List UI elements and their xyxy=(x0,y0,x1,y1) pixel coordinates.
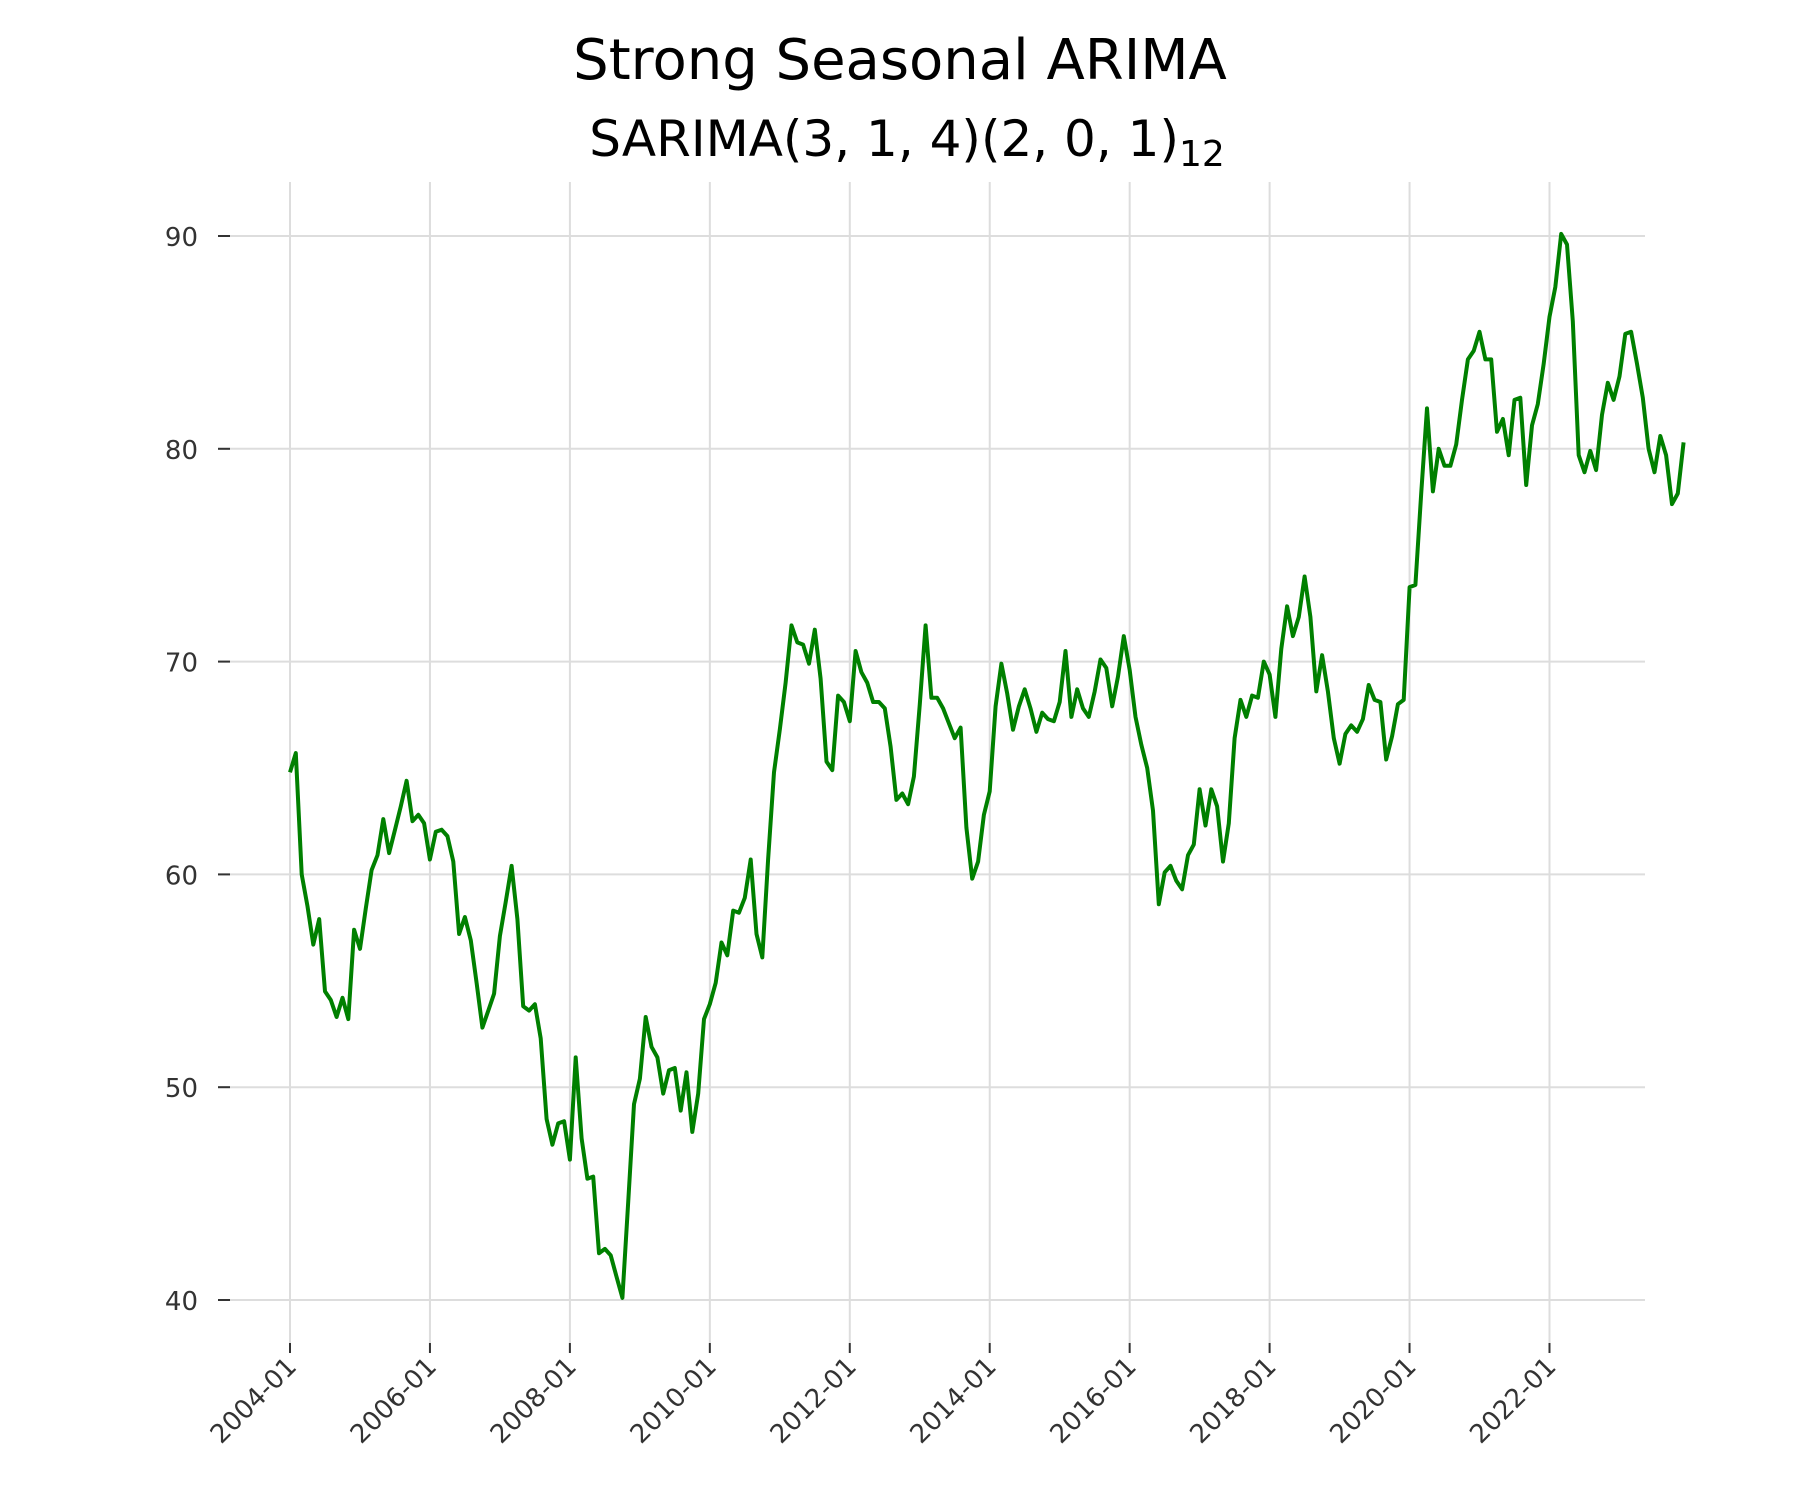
series-points xyxy=(289,233,1684,1298)
chart-title: Strong Seasonal ARIMA xyxy=(573,28,1227,93)
x-tick-label: 2014-01 xyxy=(905,1352,1003,1450)
y-tick-label: 70 xyxy=(165,649,198,679)
chart-subtitle: SARIMA(3, 1, 4)(2, 0, 1)12 xyxy=(589,110,1225,175)
x-tick-label: 2012-01 xyxy=(765,1352,863,1450)
x-tick-label: 2022-01 xyxy=(1464,1352,1562,1450)
x-tick-label: 2016-01 xyxy=(1045,1352,1143,1450)
y-gridlines xyxy=(218,235,1645,1301)
y-tick-label: 60 xyxy=(165,861,198,891)
y-tick-label: 50 xyxy=(165,1074,198,1104)
subtitle-subscript: 12 xyxy=(1179,134,1225,175)
y-axis: 40 50 60 70 80 90 xyxy=(165,223,230,1317)
y-tick-label: 90 xyxy=(165,223,198,253)
x-tick-label: 2010-01 xyxy=(625,1352,723,1450)
x-tick-label: 2018-01 xyxy=(1185,1352,1283,1450)
x-tick-label: 2004-01 xyxy=(205,1352,303,1450)
x-tick-label: 2020-01 xyxy=(1324,1352,1422,1450)
x-tick-label: 2008-01 xyxy=(485,1352,583,1450)
y-tick-label: 40 xyxy=(165,1287,198,1317)
subtitle-main: SARIMA(3, 1, 4)(2, 0, 1) xyxy=(589,110,1179,168)
x-gridlines xyxy=(289,182,1551,1343)
x-tick-label: 2006-01 xyxy=(345,1352,443,1450)
series-line xyxy=(288,231,1686,1300)
series-group xyxy=(288,231,1686,1300)
y-tick-label: 80 xyxy=(165,436,198,466)
x-axis: 2004-01 2006-01 2008-01 2010-01 2012-01 2014-… xyxy=(205,1343,1562,1450)
